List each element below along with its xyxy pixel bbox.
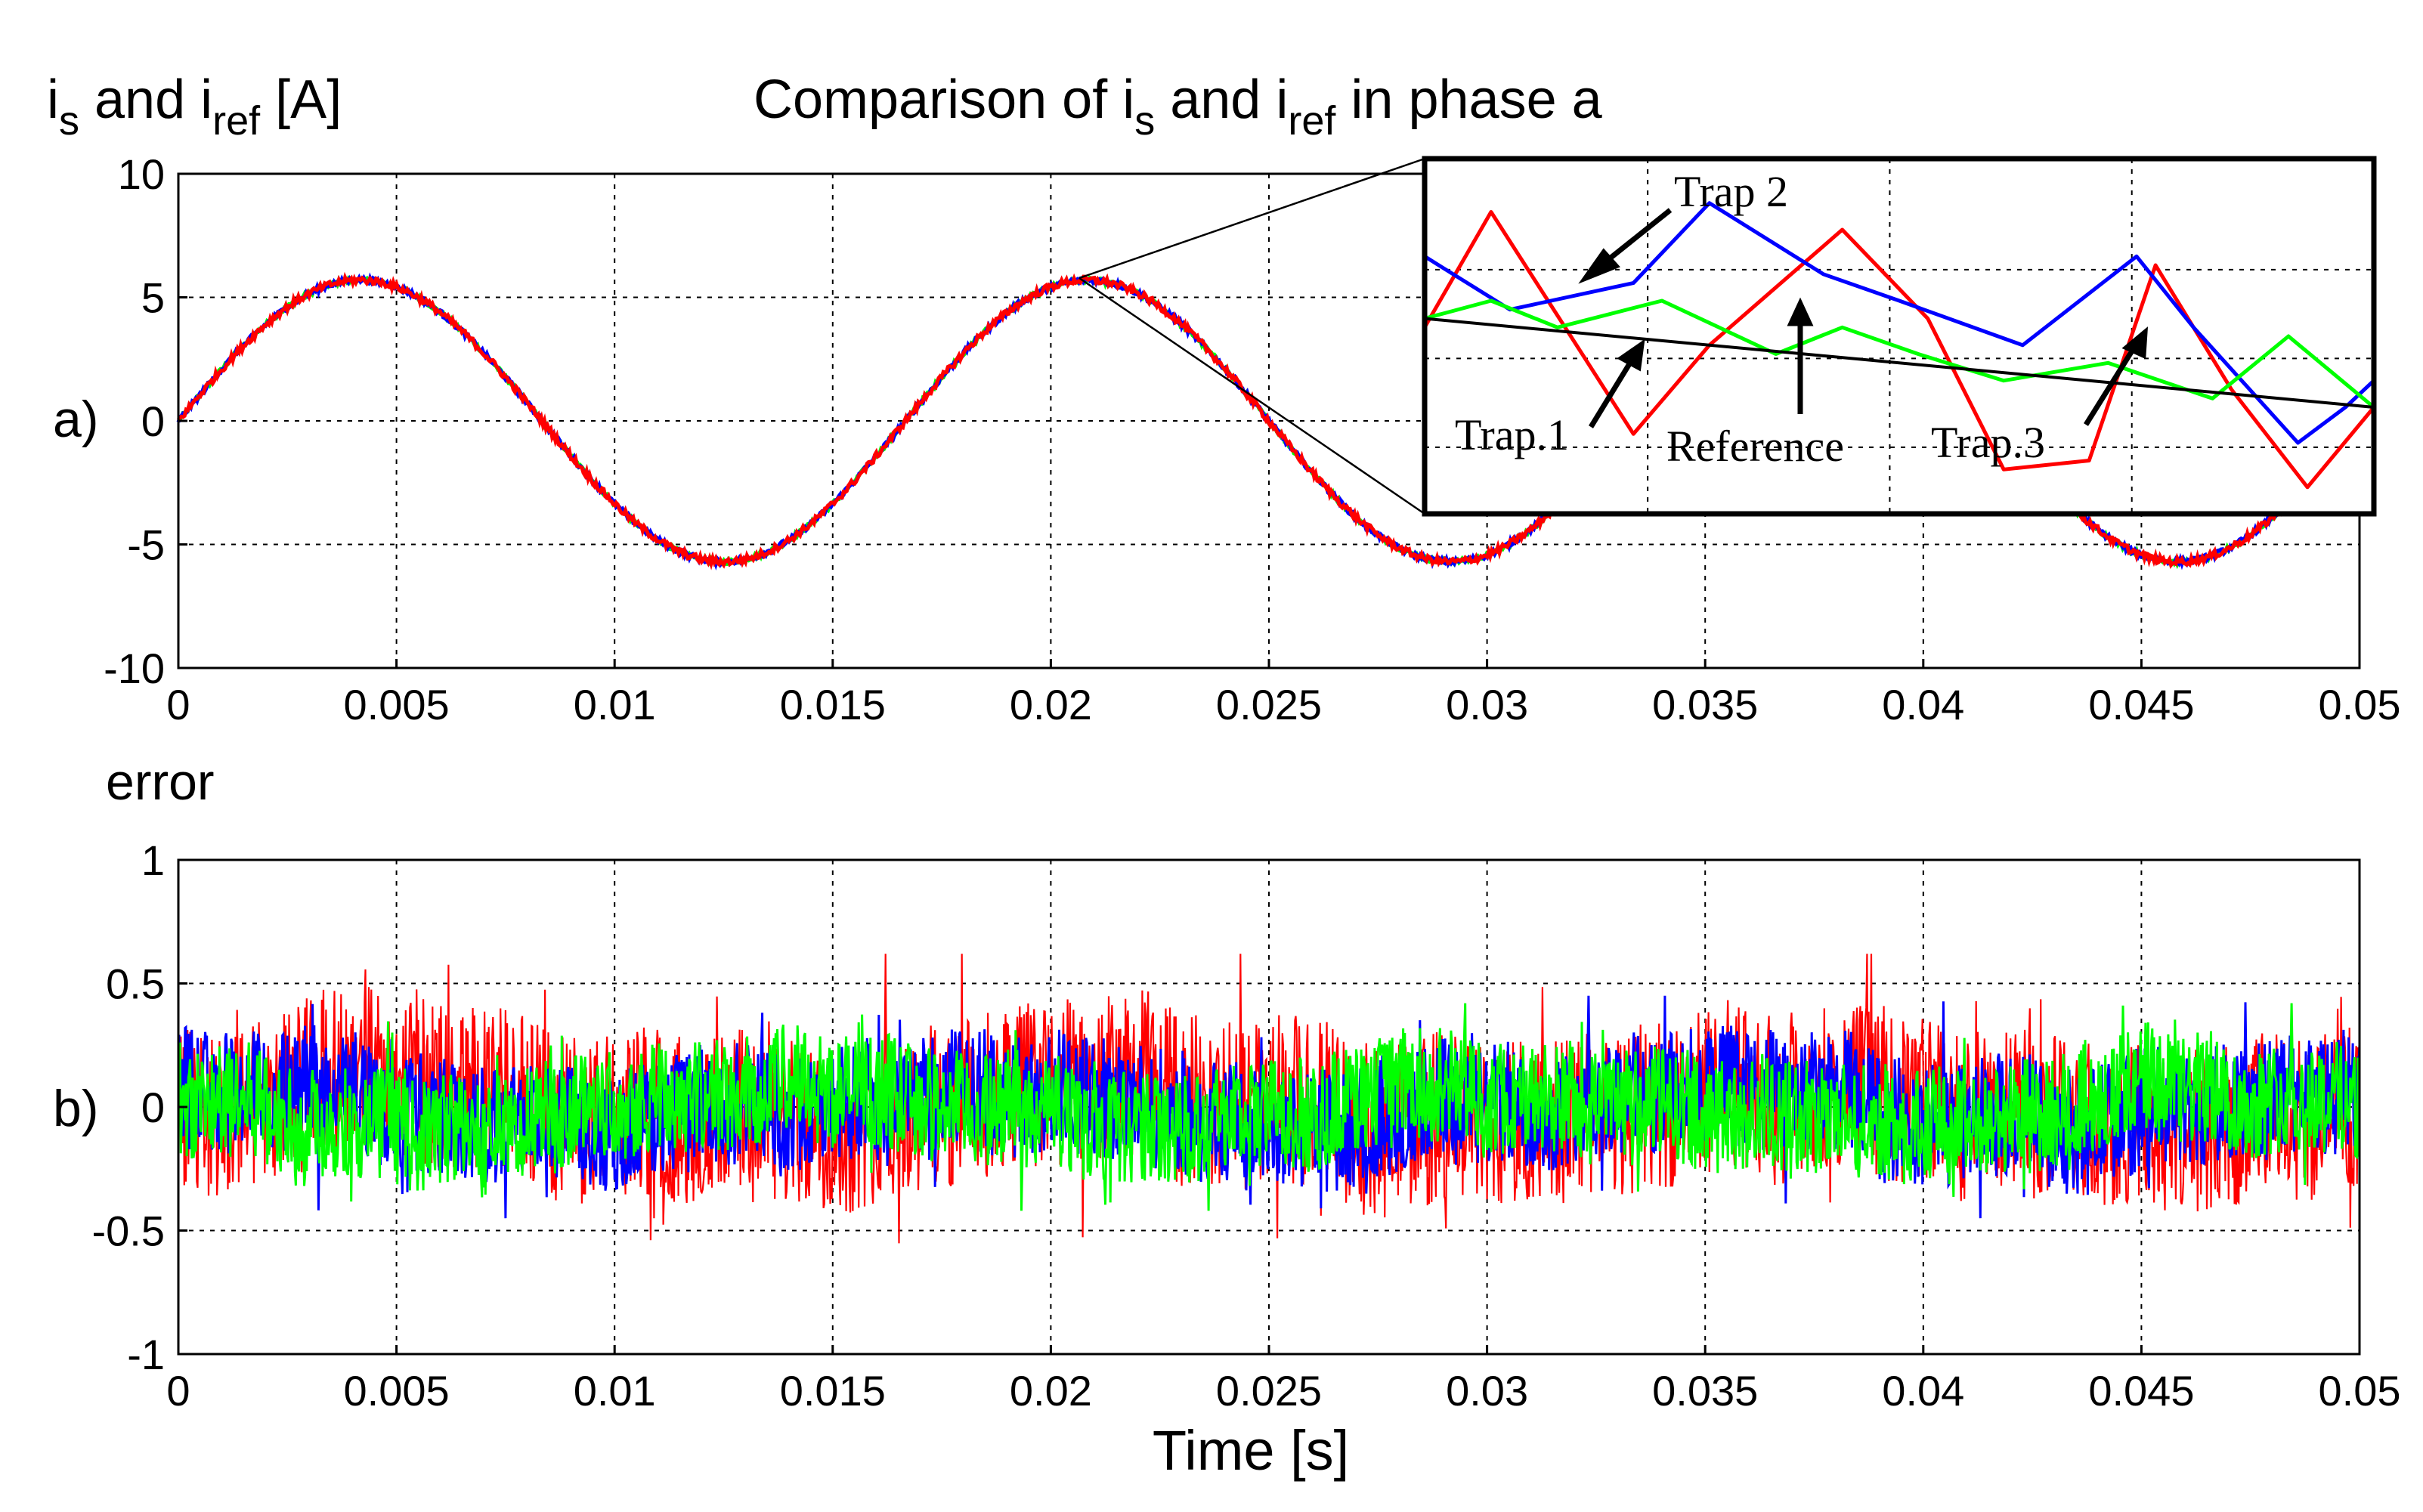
inset-series-trap-3 — [1424, 298, 2375, 409]
zoom-connector-top — [1078, 157, 1425, 280]
currents-x-tick-label: 0.005 — [344, 681, 450, 728]
error-y-tick-label: 1 — [141, 836, 165, 884]
currents-x-tick-label: 0.025 — [1216, 681, 1322, 728]
currents-x-tick-label: 0.04 — [1882, 681, 1964, 728]
error-series-trap-3 — [177, 1003, 2361, 1211]
trap2-arrow — [1600, 208, 1673, 267]
trap3-annotation: Trap.3 — [1931, 418, 2045, 467]
zoom-connector-bottom — [1078, 277, 1425, 515]
error-x-tick-label: 0.03 — [1446, 1367, 1528, 1415]
error-plot: 0 0.005 0.01 0.015 0.02 0.025 0.03 0.035 0.04 0.0… — [92, 836, 2401, 1415]
currents-y-tick-label: -5 — [127, 521, 165, 569]
panel-a-label: a) — [53, 391, 98, 448]
currents-x-ticks: 0 0.005 0.01 0.015 0.02 0.025 0.03 0.035 0.04 0.0… — [166, 659, 2401, 728]
error-x-tick-label: 0.045 — [2088, 1367, 2194, 1415]
currents-y-tick-label: 5 — [141, 274, 165, 322]
currents-x-tick-label: 0.01 — [574, 681, 656, 728]
error-y-axis-label: error — [106, 753, 215, 811]
currents-x-tick-label: 0.035 — [1652, 681, 1758, 728]
currents-x-tick-label: 0.02 — [1010, 681, 1092, 728]
inset-frame — [1422, 156, 2377, 517]
error-x-tick-label: 0.05 — [2319, 1367, 2401, 1415]
currents-y-tick-label: -10 — [104, 645, 165, 692]
trap3-arrow — [2084, 345, 2137, 426]
panel-b-label: b) — [53, 1080, 98, 1137]
error-x-tick-label: 0.015 — [780, 1367, 886, 1415]
trap1-arrowhead — [1617, 339, 1645, 372]
trap3-arrowhead — [2121, 326, 2149, 360]
inset-series-reference — [1424, 317, 2375, 409]
currents-x-tick-label: 0.05 — [2319, 681, 2401, 728]
trap2-annotation: Trap 2 — [1674, 167, 1788, 216]
error-x-tick-label: 0 — [166, 1367, 190, 1415]
zoom-inset: Trap 2 Trap.1 Reference Trap.3 — [1422, 156, 2377, 517]
trap2-arrowhead — [1578, 248, 1620, 284]
trap1-annotation: Trap.1 — [1455, 410, 1569, 459]
error-x-tick-label: 0.035 — [1652, 1367, 1758, 1415]
currents-y-tick-label: 10 — [118, 150, 165, 198]
error-y-tick-label: 0.5 — [106, 960, 165, 1008]
currents-y-axis-label: is and iref [A] — [47, 70, 342, 144]
inset-series-trap-2 — [1423, 201, 2375, 445]
error-y-tick-label: -0.5 — [92, 1207, 166, 1255]
currents-y-tick-label: 0 — [141, 397, 165, 445]
error-x-tick-label: 0.02 — [1010, 1367, 1092, 1415]
error-y-ticks: -1 -0.5 0 0.5 1 — [92, 836, 187, 1378]
chart-title: Comparison of is and iref in phase a — [754, 70, 1603, 144]
error-x-tick-label: 0.005 — [344, 1367, 450, 1415]
reference-arrowhead — [1787, 297, 1814, 326]
currents-x-tick-label: 0.045 — [2088, 681, 2194, 728]
error-x-ticks: 0 0.005 0.01 0.015 0.02 0.025 0.03 0.035 0.04 0.0… — [166, 1345, 2401, 1415]
error-traces — [177, 954, 2361, 1244]
currents-x-tick-label: 0.015 — [780, 681, 886, 728]
inset-background — [1425, 159, 2374, 514]
currents-x-tick-label: 0.03 — [1446, 681, 1528, 728]
currents-plot: 0 0.005 0.01 0.015 0.02 0.025 0.03 0.035 0.04 0.0… — [104, 150, 2400, 728]
trap1-arrow — [1589, 357, 1635, 428]
currents-y-ticks: -10 -5 0 5 10 — [104, 150, 187, 692]
x-axis-label: Time [s] — [1153, 1419, 1349, 1482]
reference-annotation: Reference — [1666, 422, 1844, 471]
error-x-tick-label: 0.025 — [1216, 1367, 1322, 1415]
error-x-tick-label: 0.01 — [574, 1367, 656, 1415]
error-x-tick-label: 0.04 — [1882, 1367, 1964, 1415]
error-y-tick-label: -1 — [127, 1331, 165, 1378]
currents-x-tick-label: 0 — [166, 681, 190, 728]
error-y-tick-label: 0 — [141, 1084, 165, 1131]
